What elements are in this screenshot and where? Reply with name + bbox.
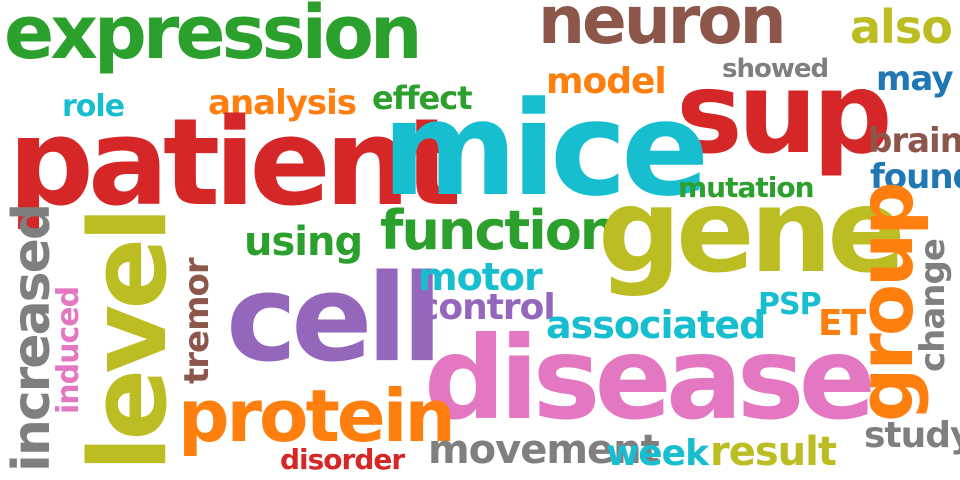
word-using: using — [244, 219, 363, 265]
word-motor: motor — [418, 255, 543, 299]
word-effect: effect — [372, 79, 473, 117]
word-found: found — [870, 157, 960, 197]
word-protein: protein — [178, 374, 456, 458]
word-disease: disease — [424, 312, 876, 445]
word-sup: sup — [676, 49, 893, 179]
word-study: study — [864, 415, 960, 456]
word-may: may — [876, 59, 953, 99]
word-mice: mice — [382, 73, 709, 225]
word-ET: ET — [818, 303, 866, 344]
word-week: week — [606, 433, 709, 474]
word-gene: gene — [598, 164, 906, 299]
word-analysis: analysis — [208, 83, 357, 123]
word-level: level — [67, 211, 190, 472]
word-role: role — [62, 89, 125, 124]
word-cell: cell — [226, 250, 443, 389]
word-associated: associated — [546, 303, 766, 347]
word-brain: brain — [868, 121, 960, 161]
word-patient: patient — [8, 94, 462, 233]
word-control: control — [418, 287, 556, 328]
word-neuron: neuron — [538, 0, 787, 59]
word-disorder: disorder — [280, 443, 405, 476]
word-model: model — [546, 61, 667, 102]
word-mutation: mutation — [678, 171, 815, 204]
word-change: change — [913, 239, 953, 372]
word-also: also — [850, 0, 953, 54]
word-showed: showed — [722, 54, 829, 84]
word-function: function — [380, 199, 618, 262]
word-tremor: tremor — [177, 258, 217, 384]
word-expression: expression — [4, 0, 423, 76]
word-PSP: PSP — [758, 287, 822, 322]
word-movement: movement — [428, 427, 660, 473]
word-result: result — [710, 429, 837, 475]
